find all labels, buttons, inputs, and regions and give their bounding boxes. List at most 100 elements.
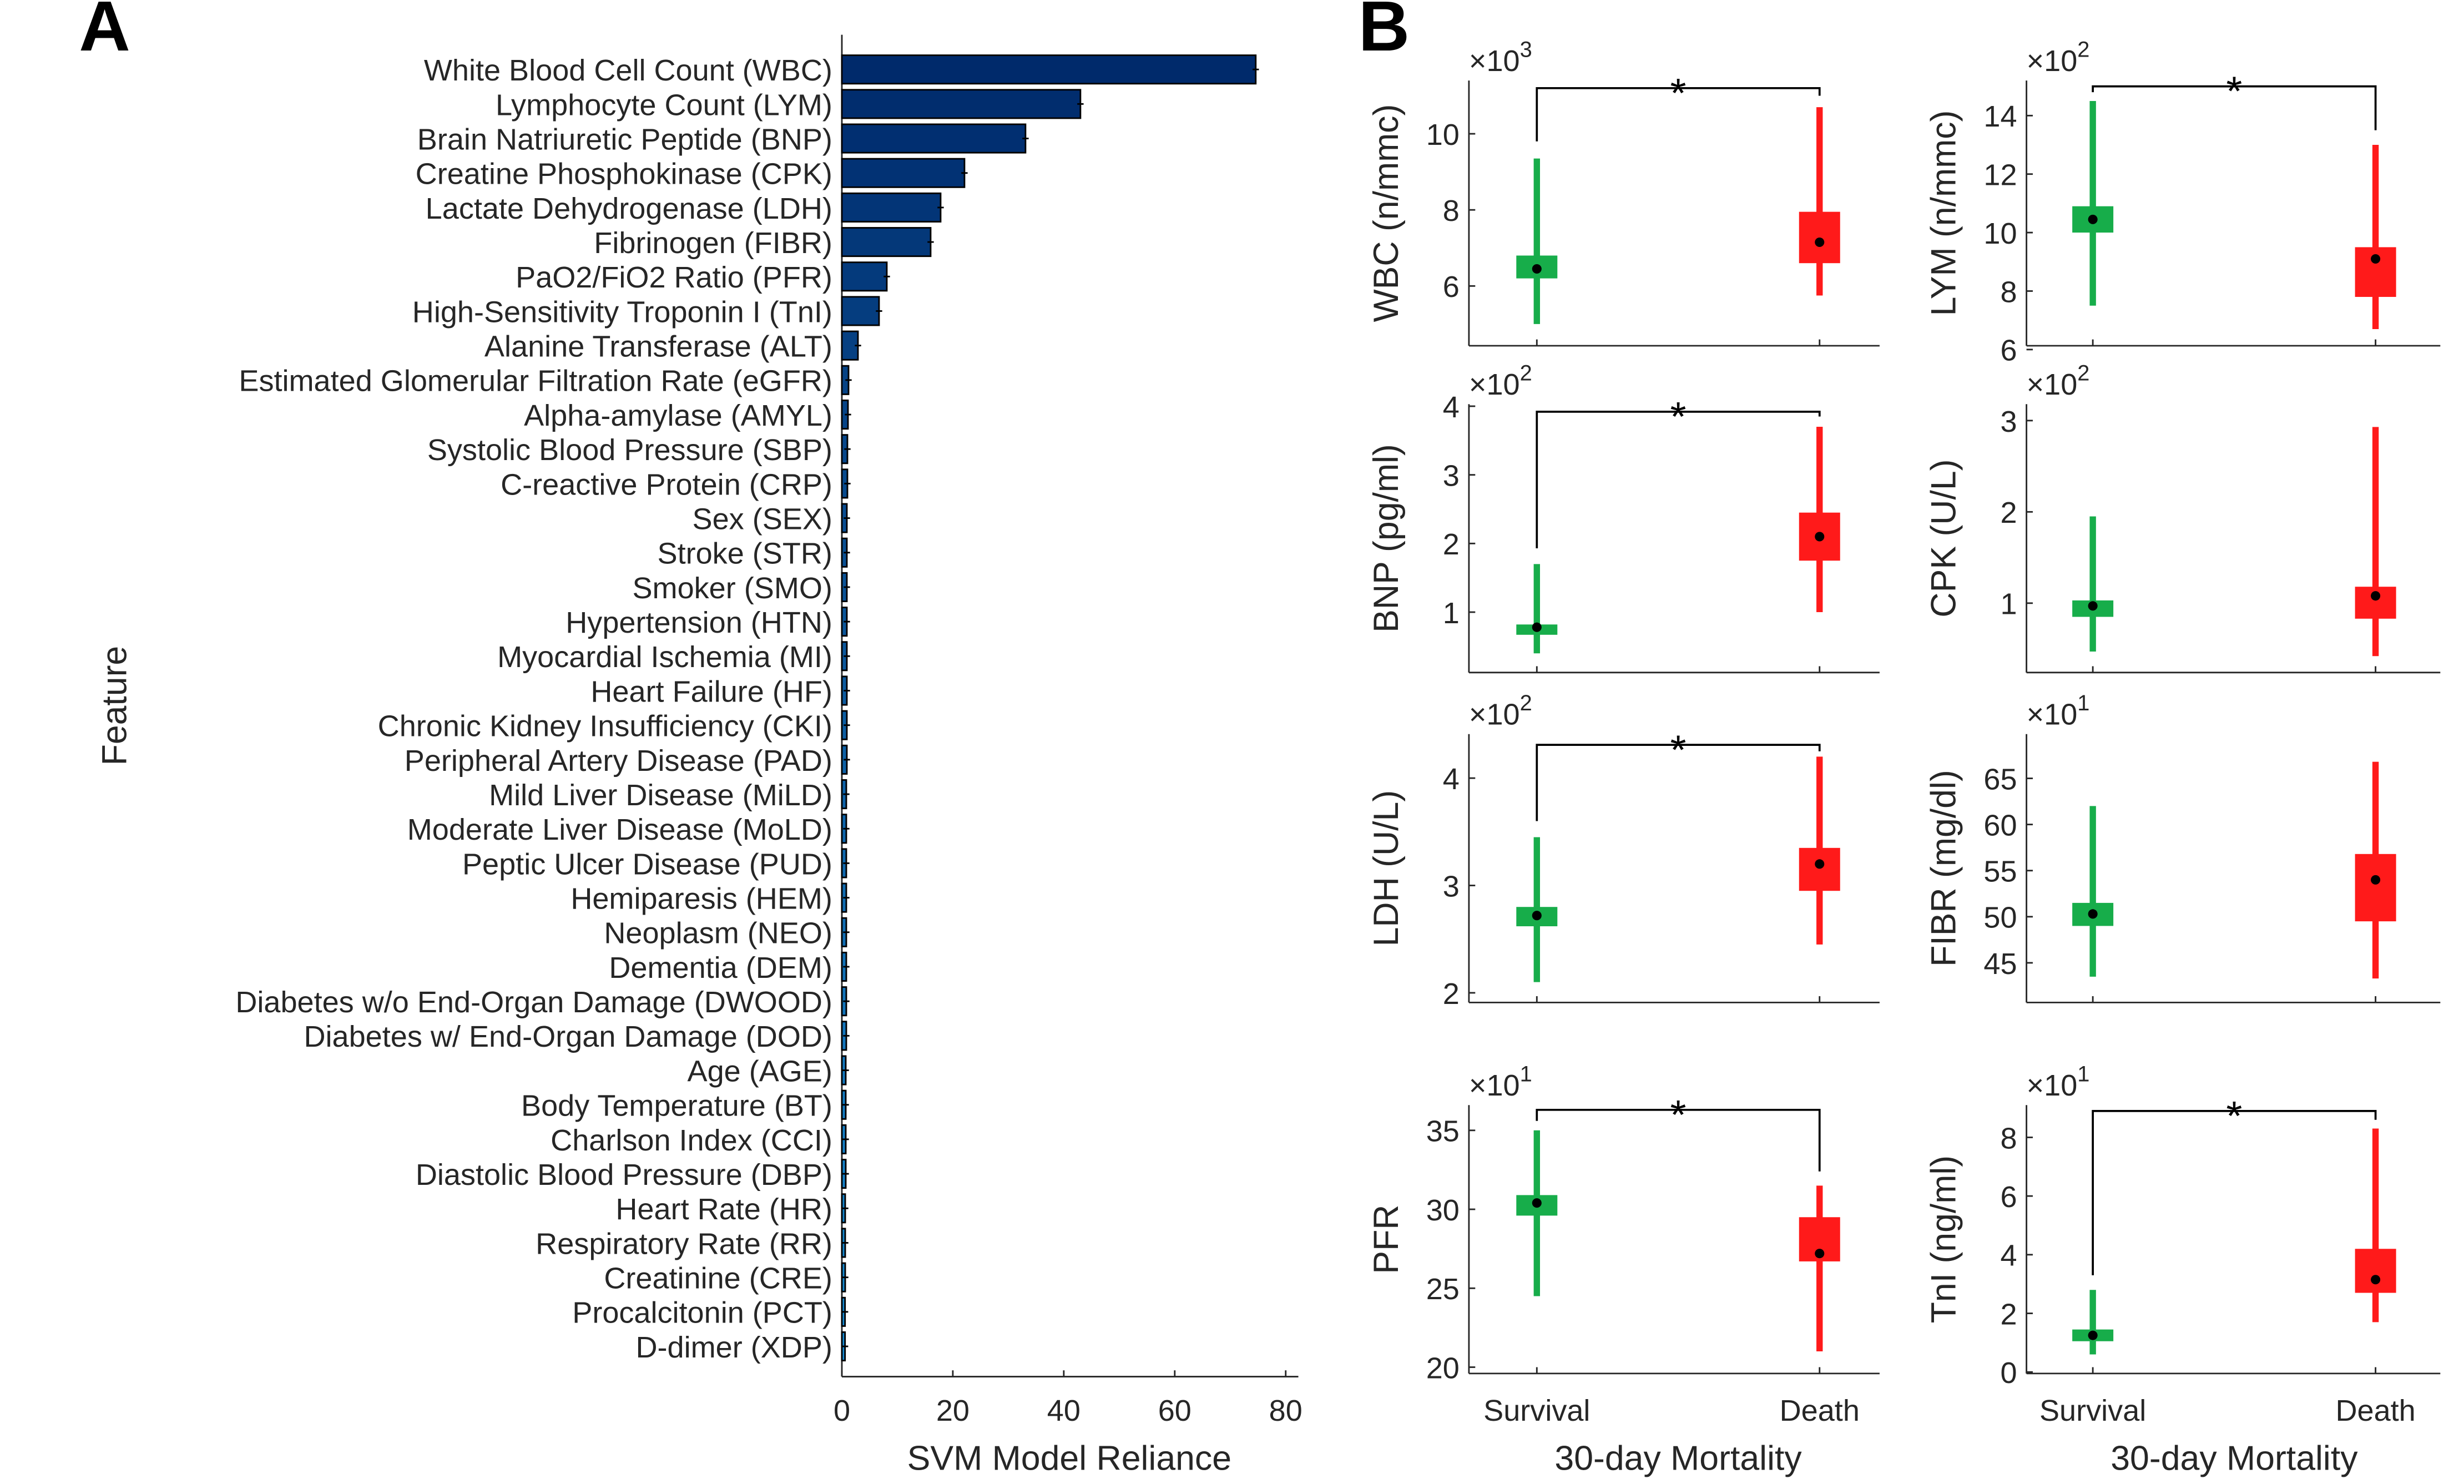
x-tick-label: 0: [834, 1394, 850, 1427]
feature-label: PaO2/FiO2 Ratio (PFR): [516, 261, 832, 294]
y-tick-label: 4: [2000, 1239, 2017, 1273]
feature-label: Alanine Transferase (ALT): [484, 330, 832, 364]
significance-star: *: [2226, 68, 2242, 114]
axis-exponent: ×102: [1469, 361, 1532, 402]
bar: [841, 54, 1257, 85]
y-tick-label: 1: [2000, 588, 2017, 621]
feature-label: Stroke (STR): [658, 537, 832, 571]
exponent-base: ×10: [1469, 44, 1520, 78]
y-tick-label: 1: [1443, 597, 1460, 630]
bar: [841, 227, 932, 258]
survival-median-dot: [2088, 909, 2098, 919]
exponent-power: 1: [1520, 1062, 1532, 1087]
y-tick-label: 8: [1443, 194, 1460, 228]
axis-exponent: ×102: [1469, 691, 1532, 731]
significance-star: *: [2226, 1093, 2242, 1139]
subplot-cpk: 1 2 3 ×102 CPK (U/L): [1925, 361, 2441, 674]
feature-label: Alpha-amylase (AMYL): [524, 399, 832, 432]
y-tick-label: 2: [2000, 1298, 2017, 1331]
axis-exponent: ×101: [2027, 691, 2090, 731]
y-tick-label: 30: [1426, 1194, 1460, 1227]
feature-label: Neoplasm (NEO): [604, 917, 832, 950]
y-tick-label: 2: [1443, 977, 1460, 1011]
feature-label: Lymphocyte Count (LYM): [496, 88, 832, 122]
feature-label: High-Sensitivity Troponin I (TnI): [412, 295, 832, 329]
exponent-power: 3: [1520, 37, 1532, 62]
x-tick-label: 60: [1158, 1394, 1191, 1427]
exponent-power: 2: [1520, 691, 1532, 715]
subplot-pfr: 20 25 30 35 ×101 PFR *: [1367, 1062, 1880, 1385]
death-median-dot: [1815, 1249, 1825, 1259]
death-box: [1799, 211, 1840, 264]
y-tick-label: 35: [1426, 1115, 1460, 1148]
feature-label: Mild Liver Disease (MiLD): [489, 779, 832, 812]
feature-label: Brain Natriuretic Peptide (BNP): [417, 123, 832, 156]
feature-label: Hypertension (HTN): [565, 606, 832, 639]
death-box: [2355, 854, 2396, 922]
y-axis-title: LYM (n/mmc): [1925, 110, 1963, 316]
exponent-power: 2: [2077, 361, 2089, 386]
exponent-power: 1: [2077, 1062, 2089, 1087]
x-tick-label: 20: [936, 1394, 970, 1427]
exponent-base: ×10: [2027, 368, 2078, 401]
significance-bracket: [1536, 410, 1821, 548]
bar: [841, 261, 888, 292]
exponent-base: ×10: [2027, 698, 2078, 731]
exponent-power: 2: [2077, 37, 2089, 62]
y-axis-title: PFR: [1367, 1205, 1406, 1274]
x-tick-label: 80: [1269, 1394, 1302, 1427]
subplot-lym: 6 8 10 12 14 ×102 LYM (n/mmc) *: [1925, 37, 2441, 367]
x-axis-title: 30-day Mortality: [2110, 1438, 2358, 1477]
axis-exponent: ×102: [2027, 37, 2090, 78]
feature-label: Smoker (SMO): [632, 572, 832, 605]
significance-star: *: [1670, 726, 1687, 773]
axis-exponent: ×101: [2027, 1062, 2090, 1103]
feature-label: Procalcitonin (PCT): [572, 1296, 832, 1330]
y-tick-label: 3: [2000, 405, 2017, 438]
x-axis-title: SVM Model Reliance: [907, 1438, 1231, 1477]
group-label-death: Death: [1780, 1394, 1860, 1427]
y-tick-label: 8: [2000, 1122, 2017, 1155]
group-label-survival: Survival: [1483, 1394, 1590, 1427]
feature-label: Sex (SEX): [693, 502, 832, 536]
bar: [841, 123, 1027, 154]
y-tick-label: 8: [2000, 275, 2017, 309]
group-label-survival: Survival: [2039, 1394, 2146, 1427]
survival-median-dot: [2088, 214, 2098, 224]
survival-median-dot: [1532, 911, 1542, 921]
y-tick-label: 55: [1983, 855, 2017, 889]
death-median-dot: [2371, 254, 2381, 264]
death-box: [2355, 1249, 2396, 1293]
feature-label: Diastolic Blood Pressure (DBP): [416, 1158, 832, 1192]
significance-star: *: [1670, 70, 1687, 116]
feature-label: Chronic Kidney Insufficiency (CKI): [378, 710, 832, 743]
survival-median-dot: [1532, 622, 1542, 632]
axis-exponent: ×103: [1469, 37, 1532, 78]
significance-bracket: [2092, 85, 2377, 130]
feature-label: Moderate Liver Disease (MoLD): [407, 813, 832, 846]
y-tick-label: 0: [2000, 1356, 2017, 1390]
y-axis-title: LDH (U/L): [1367, 790, 1406, 947]
bar: [841, 296, 880, 326]
death-median-dot: [1815, 237, 1825, 248]
y-tick-label: 6: [1443, 270, 1460, 304]
significance-bracket: [1536, 744, 1821, 821]
feature-label: Myocardial Ischemia (MI): [497, 640, 832, 674]
death-median-dot: [1815, 859, 1825, 869]
feature-label: Age (AGE): [688, 1054, 832, 1088]
feature-label: Body Temperature (BT): [521, 1089, 832, 1123]
axis-exponent: ×102: [2027, 361, 2090, 402]
feature-label: D-dimer (XDP): [636, 1331, 832, 1364]
feature-label: White Blood Cell Count (WBC): [424, 54, 832, 87]
survival-median-dot: [2088, 1330, 2098, 1340]
significance-bracket: [2092, 1109, 2377, 1275]
significance-bracket: [1536, 1108, 1821, 1172]
panel-label-b: B: [1359, 0, 1410, 66]
feature-label: Systolic Blood Pressure (SBP): [427, 433, 832, 467]
y-tick-label: 6: [2000, 1180, 2017, 1214]
y-axis-title: FIBR (mg/dl): [1925, 770, 1963, 967]
y-axis-title: CPK (U/L): [1925, 460, 1963, 618]
